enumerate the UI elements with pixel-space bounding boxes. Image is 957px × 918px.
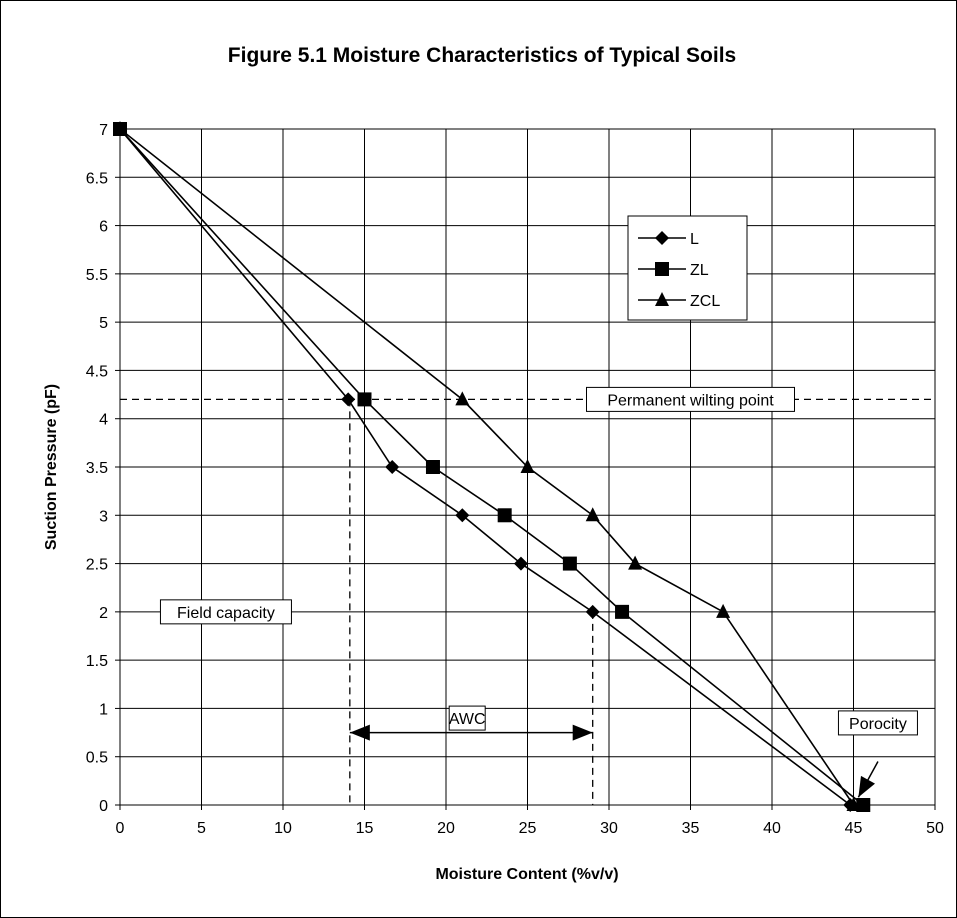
y-tick-label: 5.5 [86,267,108,284]
y-tick-label: 3 [99,508,108,525]
annotation-box [448,705,486,731]
legend-box [627,215,748,321]
x-tick-label: 40 [763,820,781,837]
y-tick-label: 2.5 [86,557,108,574]
annotation-box [159,599,292,625]
x-tick-label: 45 [845,820,863,837]
y-tick-label: 4 [99,412,108,429]
x-tick-label: 0 [116,820,125,837]
reference-lines [120,398,935,805]
x-tick-label: 50 [926,820,944,837]
legend-marker [655,262,669,276]
data-point-zl [357,392,372,407]
x-tick-label: 30 [600,820,618,837]
data-point-l [513,556,528,571]
arrows [349,724,879,798]
x-tick-label: 5 [197,820,206,837]
y-tick-label: 5 [99,315,108,332]
porosity-arrow [857,761,879,798]
x-axis-ticks: 0 5 10 15 20 25 30 35 40 45 50 [116,805,944,837]
data-point-zcl [585,507,600,522]
y-tick-label: 7 [99,122,108,139]
y-tick-label: 0.5 [86,750,108,767]
annotation-text: Permanent wilting point [607,392,774,409]
legend-item-zl: ZL [638,262,709,279]
y-tick-label: 6 [99,219,108,236]
y-tick-label: 2 [99,605,108,622]
data-point-l [341,392,356,407]
data-point-zcl [846,797,861,811]
y-axis-label: Suction Pressure (pF) [43,384,60,550]
x-axis-label: Moisture Content (%v/v) [435,866,618,883]
chart-title: Figure 5.1 Moisture Characteristics of T… [228,44,736,67]
x-tick-label: 10 [274,820,292,837]
data-point-zl [425,460,440,474]
annotation-text: Field capacity [177,605,275,622]
legend-item-zcl: ZCL [638,292,720,310]
arrow-head [572,724,593,741]
arrow-head [349,724,370,741]
annotation-box [837,710,918,736]
annotation: AWC [448,705,486,731]
x-tick-label: 15 [356,820,374,837]
y-axis-ticks: 0 0.5 1 1.5 2 2.5 3 3.5 4 4.5 5 5.5 6 6.5 7 [86,122,120,815]
legend: L ZL ZCL [627,215,748,321]
data-point-zcl [113,121,127,135]
data-point-zl [615,604,630,619]
annotation-box [586,386,795,412]
legend-label: ZL [690,262,709,279]
series-zl [113,122,871,812]
legend-label: L [690,231,699,248]
y-tick-label: 1 [99,701,108,718]
annotation: Permanent wilting point [586,386,795,412]
x-tick-label: 20 [437,820,455,837]
data-point-l [385,460,400,474]
data-point-zcl [455,391,470,406]
legend-label: ZCL [690,293,720,310]
legend-item-l: L [638,231,699,248]
arrow-head [858,775,876,798]
annotation-text: AWC [449,711,486,728]
data-point-l [585,604,600,619]
legend-marker [655,231,669,245]
data-point-zl [856,798,871,812]
annotation-text: Porocity [849,716,907,733]
data-point-zl [562,556,577,571]
y-tick-label: 4.5 [86,363,108,380]
annotation: Field capacity [159,599,292,625]
y-tick-label: 1.5 [86,653,108,670]
awc-arrow [349,724,593,741]
x-tick-label: 25 [519,820,537,837]
y-tick-label: 3.5 [86,460,108,477]
y-tick-label: 6.5 [86,170,108,187]
data-point-l [455,508,470,523]
data-point-zcl [520,459,535,473]
annotations: Permanent wilting point Field capacity AWC… [159,386,918,736]
legend-marker [655,292,669,306]
data-point-zcl [716,603,731,618]
annotation: Porocity [837,710,918,736]
series-zcl [113,121,861,811]
series-layer [113,121,871,812]
y-tick-label: 0 [99,798,108,815]
data-point-zl [497,508,512,523]
x-tick-label: 35 [682,820,700,837]
data-point-zcl [628,555,643,570]
